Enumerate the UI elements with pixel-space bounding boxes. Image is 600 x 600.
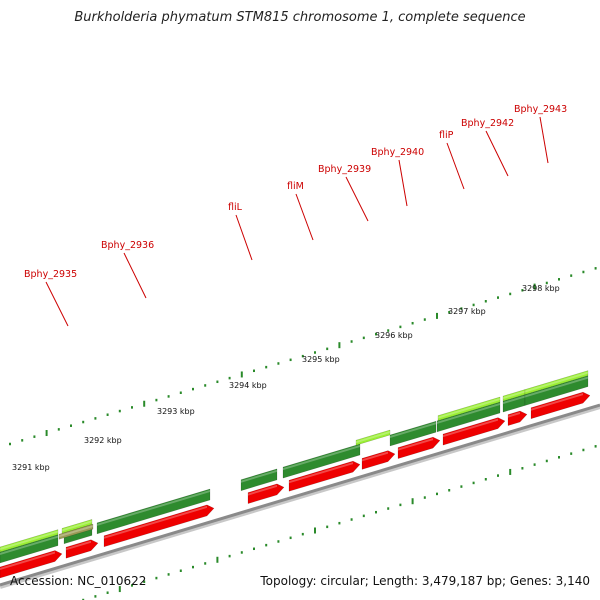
- gene-label-flil: fliL: [228, 202, 243, 213]
- leader-line: [398, 159, 408, 207]
- scale-label: 3294 kbp: [229, 381, 267, 390]
- gene-label-bphy-2935: Bphy_2935: [24, 269, 77, 280]
- sequence-backbone: [0, 403, 600, 587]
- gene-label-bphy-2943: Bphy_2943: [514, 104, 567, 115]
- gene-label-bphy-2939: Bphy_2939: [318, 164, 371, 175]
- cds-feature-4-highlight: [248, 484, 277, 496]
- leader-line: [45, 281, 69, 327]
- gene-feature-olive: [58, 523, 94, 540]
- cds-feature-2: [65, 539, 99, 559]
- gene-feature-3-highlight: [97, 490, 210, 526]
- gene-feature-light-3-highlight: [356, 431, 390, 444]
- scale-label: 3298 kbp: [522, 284, 560, 293]
- gene-feature-6: [389, 420, 437, 447]
- gene-feature-5-highlight: [283, 445, 360, 471]
- gene-feature-light-4-highlight: [438, 398, 500, 419]
- cds-feature-8-highlight: [443, 418, 498, 438]
- leader-line: [539, 116, 549, 164]
- cds-feature-6: [361, 450, 396, 470]
- gene-feature-6-highlight: [390, 422, 436, 438]
- scale-label: 3293 kbp: [157, 407, 195, 416]
- scale-label: 3297 kbp: [448, 307, 486, 316]
- scale-label: 3296 kbp: [375, 331, 413, 340]
- gene-feature-light-3: [355, 429, 391, 446]
- page-title: Burkholderia phymatum STM815 chromosome …: [74, 10, 526, 25]
- cds-feature-10-highlight: [531, 393, 583, 411]
- scale-label: 3295 kbp: [302, 355, 340, 364]
- leader-line: [446, 142, 465, 190]
- leader-line: [295, 193, 314, 241]
- gene-label-bphy-2936: Bphy_2936: [101, 240, 154, 251]
- gene-feature-light-6-highlight: [525, 371, 588, 393]
- leader-line: [345, 176, 369, 222]
- cds-feature-5-highlight: [289, 462, 353, 484]
- cds-feature-7: [397, 436, 441, 459]
- cds-feature-3-highlight: [104, 505, 207, 539]
- cds-feature-6-highlight: [362, 451, 388, 462]
- scale-label: 3292 kbp: [84, 436, 122, 445]
- accession-number: Accession: NC_010622: [10, 574, 147, 588]
- cds-feature-10: [530, 391, 591, 420]
- gene-feature-4-highlight: [241, 469, 277, 483]
- cds-feature-9-highlight: [508, 412, 520, 418]
- gene-label-flip: fliP: [439, 130, 454, 141]
- gene-feature-light-6: [524, 370, 589, 395]
- cds-feature-2-highlight: [66, 540, 91, 551]
- leader-line: [123, 252, 147, 299]
- sequence-summary: Topology: circular; Length: 3,479,187 bp…: [260, 574, 590, 588]
- gene-feature-olive-highlight: [59, 525, 93, 538]
- cds-feature-4: [247, 483, 285, 504]
- leader-line: [485, 130, 509, 177]
- gene-feature-light-2-highlight: [62, 520, 92, 532]
- cds-feature-7-highlight: [398, 438, 433, 451]
- scale-label: 3291 kbp: [12, 463, 50, 472]
- cds-feature-9: [507, 410, 528, 426]
- gene-feature-light-1-highlight: [0, 530, 58, 550]
- cds-feature-1: [0, 550, 63, 579]
- gene-feature-9-highlight: [525, 376, 588, 398]
- gene-feature-4: [240, 468, 278, 492]
- gene-feature-7-highlight: [437, 403, 500, 424]
- gene-feature-light-1: [0, 529, 59, 553]
- cds-feature-8: [442, 417, 506, 446]
- leader-line: [235, 214, 253, 261]
- gene-label-bphy-2940: Bphy_2940: [371, 147, 424, 158]
- gene-label-flim: fliM: [287, 181, 304, 192]
- gene-feature-light-4: [437, 396, 501, 421]
- cds-feature-5: [288, 460, 361, 492]
- gene-label-bphy-2942: Bphy_2942: [461, 118, 514, 129]
- gene-feature-3: [96, 488, 211, 535]
- gene-feature-8-highlight: [503, 395, 525, 405]
- cds-feature-1-highlight: [0, 551, 55, 570]
- gene-feature-1-highlight: [0, 535, 58, 555]
- gene-feature-light-5-highlight: [503, 390, 525, 400]
- cds-feature-3: [103, 504, 215, 548]
- gene-feature-5: [282, 443, 361, 479]
